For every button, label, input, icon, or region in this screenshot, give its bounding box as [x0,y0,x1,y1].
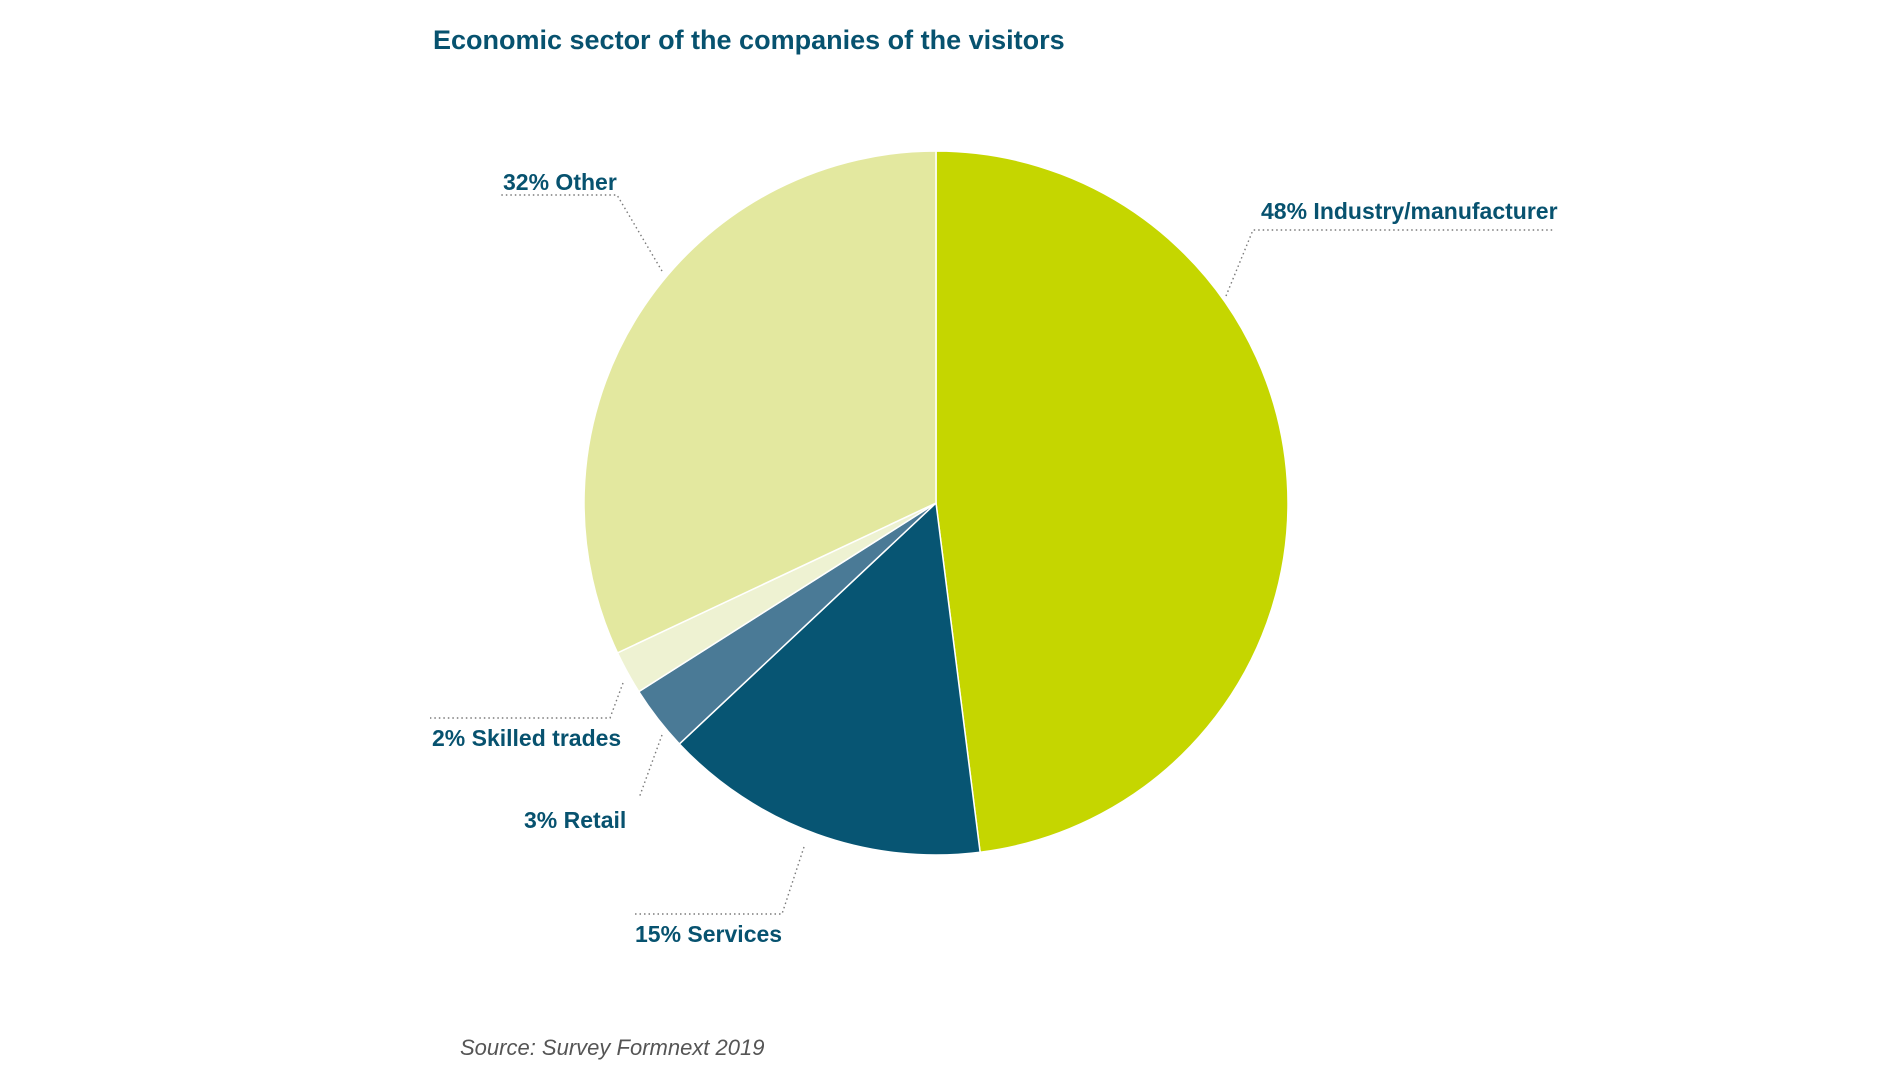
slice-label-services: 15% Services [635,921,782,947]
leader-lines [430,194,1555,915]
leader-line-skilled-trades [430,682,624,719]
pie-slice-services [678,501,981,856]
pie-slice-other [583,150,937,654]
slice-label-retail: 3% Retail [524,807,626,833]
leader-line-retail [638,734,663,799]
pie-slices [583,150,1289,856]
pie-slice-industry-manufacturer [935,150,1289,854]
leader-line-other [500,194,663,272]
source-note: Source: Survey Formnext 2019 [460,1035,764,1060]
chart-title: Economic sector of the companies of the … [433,25,1065,55]
leader-line-industry [1225,229,1555,297]
slice-label-other: 32% Other [503,169,617,195]
slice-label-industry: 48% Industry/manufacturer [1261,198,1558,224]
slice-label-skilled-trades: 2% Skilled trades [432,725,621,751]
leader-line-services [635,846,805,915]
